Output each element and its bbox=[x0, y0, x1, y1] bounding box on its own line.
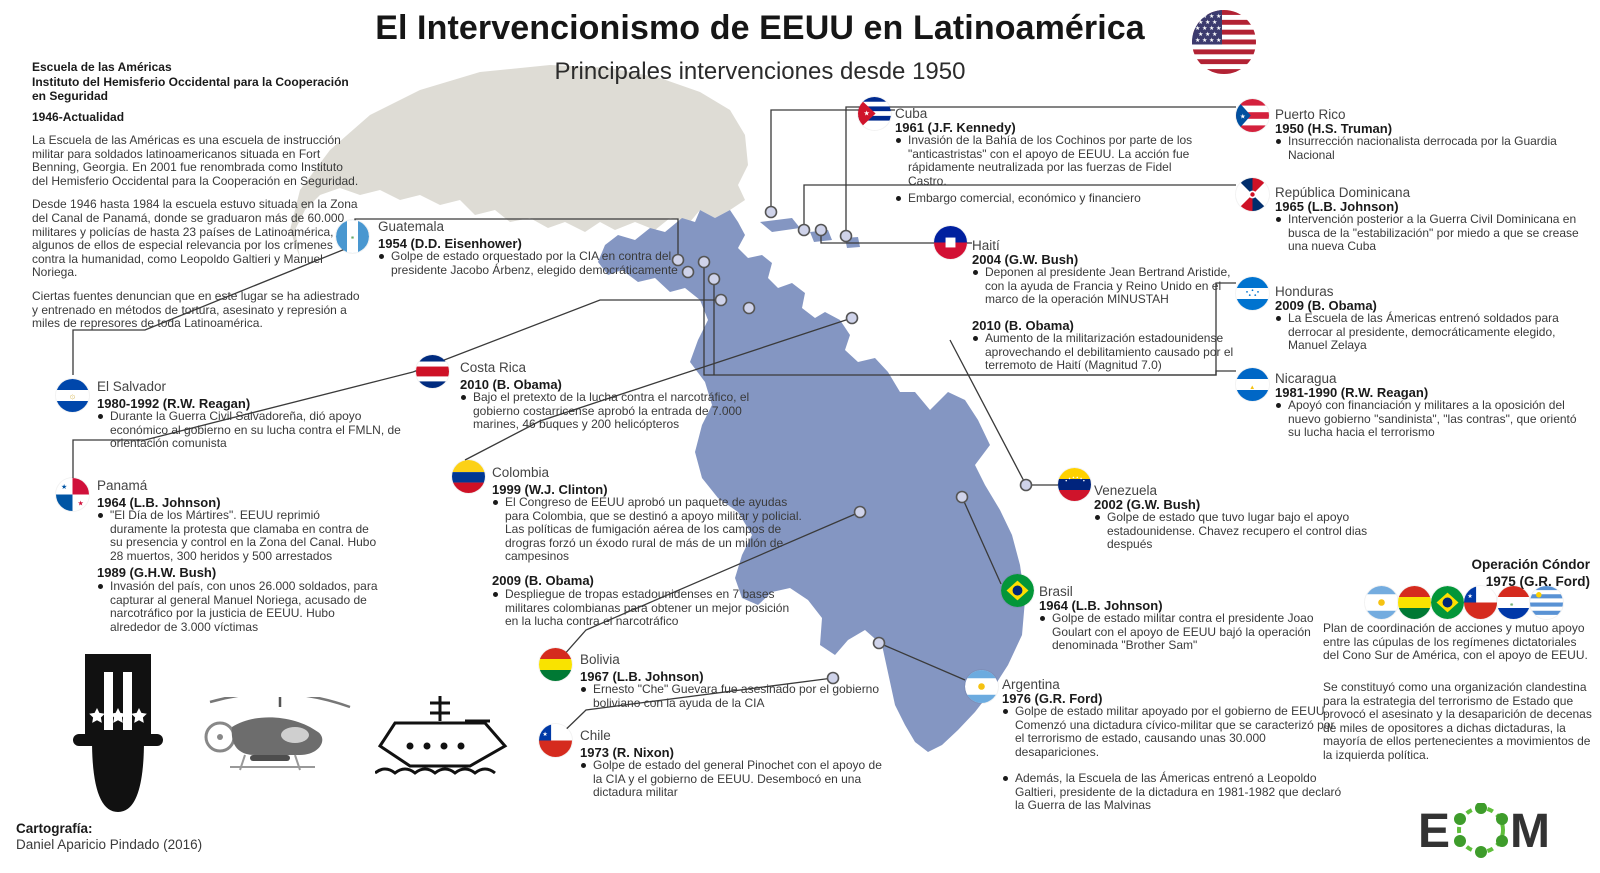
svg-text:M: M bbox=[1510, 805, 1550, 858]
svg-text:★: ★ bbox=[1205, 31, 1210, 38]
svg-text:★: ★ bbox=[1467, 593, 1472, 600]
svg-text:⚭: ⚭ bbox=[1509, 602, 1514, 608]
svg-text:★: ★ bbox=[1198, 19, 1203, 26]
svg-text:★: ★ bbox=[1209, 37, 1214, 44]
svg-text:★: ★ bbox=[1205, 19, 1210, 26]
svg-text:★: ★ bbox=[542, 731, 547, 738]
svg-text:★: ★ bbox=[864, 110, 870, 118]
svg-text:★: ★ bbox=[1216, 25, 1221, 32]
svg-text:★: ★ bbox=[1216, 13, 1221, 20]
svg-text:★: ★ bbox=[78, 500, 84, 508]
svg-text:★: ★ bbox=[1202, 37, 1207, 44]
svg-text:۞: ۞ bbox=[70, 390, 76, 400]
svg-text:★: ★ bbox=[1202, 25, 1207, 32]
svg-text:★: ★ bbox=[1209, 25, 1214, 32]
svg-text:★: ★ bbox=[1212, 31, 1217, 38]
svg-text:★: ★ bbox=[1240, 112, 1246, 120]
svg-text:★: ★ bbox=[1198, 31, 1203, 38]
svg-text:★: ★ bbox=[1195, 25, 1200, 32]
svg-text:▲: ▲ bbox=[1249, 385, 1255, 391]
svg-text:★: ★ bbox=[1216, 37, 1221, 44]
svg-text:★: ★ bbox=[61, 483, 67, 491]
svg-text:★: ★ bbox=[1209, 13, 1214, 20]
svg-text:★: ★ bbox=[1202, 13, 1207, 20]
svg-text:⚭: ⚭ bbox=[350, 235, 355, 241]
svg-text:E: E bbox=[1418, 805, 1450, 858]
svg-text:★: ★ bbox=[1212, 19, 1217, 26]
svg-text:★: ★ bbox=[1195, 37, 1200, 44]
svg-text:★: ★ bbox=[1195, 13, 1200, 20]
